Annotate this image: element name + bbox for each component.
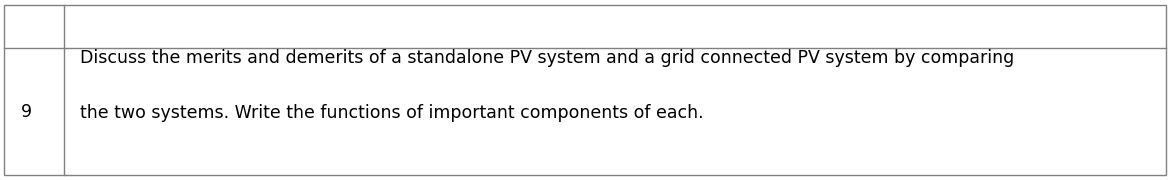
Text: Discuss the merits and demerits of a standalone PV system and a grid connected P: Discuss the merits and demerits of a sta… (80, 49, 1014, 67)
Text: 9: 9 (21, 103, 33, 121)
Text: the two systems. Write the functions of important components of each.: the two systems. Write the functions of … (80, 104, 703, 122)
